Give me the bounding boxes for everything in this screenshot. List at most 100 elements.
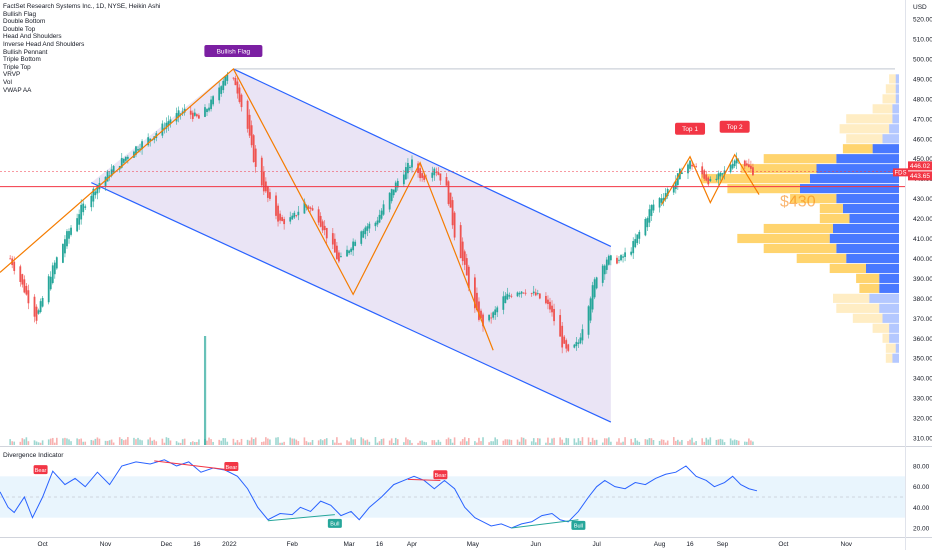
candle-body — [139, 148, 141, 150]
candle-body — [658, 198, 661, 208]
volume-profile-down — [829, 263, 866, 274]
legend-item[interactable]: Bullish Pennant — [3, 48, 48, 56]
legend-item[interactable]: VWAP AA — [3, 86, 32, 94]
volume-bar — [388, 440, 391, 445]
candle-body — [404, 167, 407, 180]
candle-body — [743, 160, 746, 167]
candle-body — [9, 258, 12, 260]
volume-bar — [581, 437, 584, 445]
volume-bar — [504, 439, 507, 445]
volume-bar — [80, 438, 82, 445]
candle-body — [319, 215, 322, 227]
candle-body — [222, 80, 225, 91]
volume-bar — [360, 437, 363, 445]
volume-bar — [181, 439, 184, 445]
volume-bar — [553, 437, 555, 445]
candle-body — [62, 243, 64, 263]
oscillator-tick-label: 80.00 — [913, 464, 930, 471]
oscillator-title[interactable]: Divergence Indicator — [3, 452, 64, 459]
legend-item[interactable]: VRVP — [3, 71, 21, 79]
volume-bar — [482, 437, 484, 445]
time-tick-label: Aug — [654, 541, 666, 548]
candle-body — [518, 293, 521, 295]
candle-body — [705, 174, 708, 181]
legend-item[interactable]: Triple Top — [3, 63, 31, 71]
volume-bar — [155, 441, 158, 445]
oscillator-tick-label: 40.00 — [913, 505, 930, 512]
legend-item[interactable]: Double Top — [3, 25, 36, 33]
volume-bar — [122, 440, 125, 445]
volume-bar — [70, 441, 72, 445]
volume-bar — [463, 437, 466, 445]
time-tick-label: 2022 — [222, 541, 237, 548]
volume-bar — [332, 439, 334, 445]
legend-item[interactable]: Inverse Head And Shoulders — [3, 40, 85, 48]
candle-body — [311, 208, 314, 211]
volume-bar — [648, 438, 651, 445]
candle-body — [445, 177, 448, 186]
candle-body — [335, 245, 338, 260]
candle-body — [439, 173, 442, 181]
time-tick-label: Oct — [778, 541, 788, 548]
candle-body — [218, 87, 221, 101]
candle-body — [646, 218, 649, 228]
volume-bar — [603, 438, 606, 445]
candle-body — [321, 221, 324, 231]
volume-bar — [96, 437, 99, 445]
candle-body — [133, 151, 135, 158]
candle-body — [226, 74, 229, 81]
volume-profile-up — [879, 283, 899, 293]
candle-body — [189, 110, 192, 115]
volume-bar — [461, 439, 464, 445]
candle-body — [591, 285, 594, 310]
candle-body — [364, 227, 367, 235]
volume-profile-up — [889, 333, 899, 343]
candle-body — [193, 112, 196, 116]
volume-bar — [551, 438, 553, 445]
volume-bar — [701, 438, 703, 445]
candle-body — [681, 172, 683, 174]
price-tick-label: 500.00 — [913, 56, 932, 63]
volume-bar — [220, 440, 223, 445]
legend-item[interactable]: Double Bottom — [3, 18, 46, 26]
volume-bar — [238, 442, 241, 445]
candle-body — [277, 205, 279, 222]
candle-body — [250, 125, 253, 146]
time-tick-label: Jul — [593, 541, 602, 548]
divergence-tag-label: Bear — [435, 473, 447, 479]
candle-body — [392, 189, 395, 196]
volume-bar — [25, 437, 28, 445]
volume-bar — [291, 438, 294, 445]
pattern-tag — [719, 120, 750, 133]
candle-body — [674, 180, 677, 190]
volume-bar — [94, 438, 97, 445]
candle-body — [687, 164, 689, 174]
legend-item[interactable]: Triple Bottom — [3, 56, 41, 64]
volume-bar — [236, 440, 239, 445]
volume-bar — [240, 438, 243, 445]
candle-body — [112, 166, 115, 173]
candle-body — [82, 203, 85, 213]
volume-bar — [516, 439, 519, 445]
volume-bar — [567, 438, 570, 445]
legend-item[interactable]: Vol — [3, 78, 12, 86]
volume-bar — [283, 441, 285, 445]
legend-item[interactable]: Bullish Flag — [3, 10, 37, 18]
price-tick-label: 470.00 — [913, 116, 932, 123]
candle-body — [630, 251, 633, 255]
legend-item[interactable]: Head And Shoulders — [3, 33, 62, 41]
volume-bar — [192, 441, 194, 445]
candle-body — [124, 156, 127, 161]
volume-bar — [252, 439, 255, 445]
volume-bar — [589, 441, 592, 445]
volume-profile-down — [796, 253, 847, 264]
volume-bar — [608, 437, 610, 445]
volume-bar — [508, 439, 511, 445]
candle-body — [595, 277, 598, 289]
candle-body — [707, 177, 710, 185]
candle-body — [551, 305, 553, 313]
volume-bar — [672, 437, 675, 445]
volume-bar — [139, 439, 141, 445]
volume-bar — [189, 442, 192, 445]
